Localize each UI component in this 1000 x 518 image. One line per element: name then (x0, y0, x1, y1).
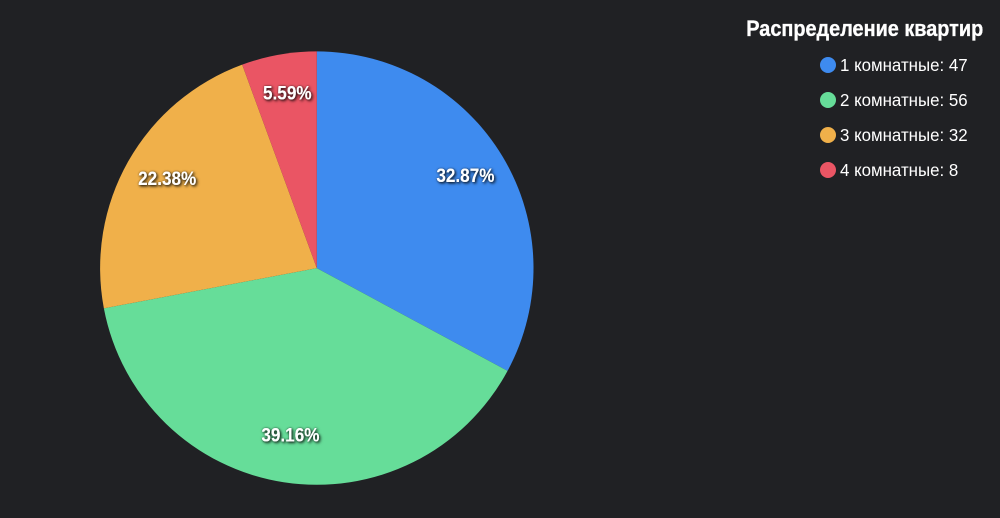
svg-text:5.59%: 5.59% (263, 82, 312, 104)
svg-text:Распределение квартир: Распределение квартир (746, 17, 983, 41)
svg-text:39.16%: 39.16% (261, 424, 319, 446)
svg-text:22.38%: 22.38% (138, 167, 196, 189)
svg-text:32.87%: 32.87% (436, 164, 494, 186)
